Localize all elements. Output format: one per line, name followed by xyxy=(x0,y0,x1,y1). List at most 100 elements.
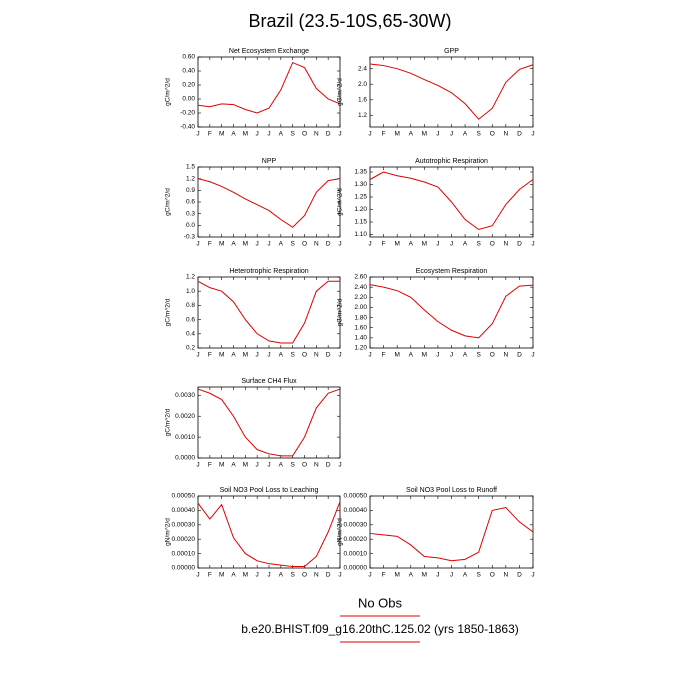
x-tick-label: D xyxy=(326,241,331,248)
x-tick-label: J xyxy=(450,572,453,579)
x-tick-label: J xyxy=(531,131,534,138)
y-tick-label: 1.2 xyxy=(358,112,367,119)
x-tick-label: D xyxy=(326,131,331,138)
x-tick-label: O xyxy=(302,352,307,359)
x-tick-label: M xyxy=(243,131,248,138)
x-tick-label: J xyxy=(368,572,371,579)
data-line xyxy=(369,171,534,231)
y-tick-label: 0.00000 xyxy=(344,565,368,572)
x-tick-label: A xyxy=(463,572,468,579)
x-tick-label: J xyxy=(256,572,259,579)
y-tick-label: 0.00030 xyxy=(344,522,368,529)
x-tick-label: J xyxy=(196,352,199,359)
y-tick-label: 0.0030 xyxy=(175,392,195,399)
y-tick-label: 0.6 xyxy=(186,316,195,323)
y-tick-label: 0.00020 xyxy=(172,536,196,543)
x-tick-label: O xyxy=(302,241,307,248)
x-tick-label: M xyxy=(219,462,224,469)
x-tick-label: D xyxy=(517,352,522,359)
x-tick-label: M xyxy=(422,241,427,248)
x-tick-label: J xyxy=(267,131,270,138)
data-line xyxy=(197,280,340,344)
y-tick-label: 1.0 xyxy=(186,288,195,295)
y-tick-label: 2.20 xyxy=(354,294,367,301)
y-tick-label: 1.30 xyxy=(354,181,367,188)
x-tick-label: M xyxy=(243,241,248,248)
x-tick-label: S xyxy=(290,462,295,469)
x-tick-label: F xyxy=(382,131,386,138)
x-tick-label: M xyxy=(219,352,224,359)
x-tick-label: J xyxy=(531,352,534,359)
y-axis-label: gC/m^2/d xyxy=(337,188,344,216)
y-tick-label: 1.5 xyxy=(186,164,195,171)
x-tick-label: D xyxy=(326,462,331,469)
x-tick-label: A xyxy=(409,352,414,359)
x-tick-label: O xyxy=(490,131,495,138)
x-tick-label: A xyxy=(279,131,284,138)
x-tick-label: A xyxy=(409,572,414,579)
y-tick-label: 0.20 xyxy=(182,82,195,89)
y-axis-label: gN/m^2/d xyxy=(337,518,344,546)
x-tick-label: J xyxy=(256,241,259,248)
x-tick-label: J xyxy=(338,131,341,138)
panel-title: NPP xyxy=(262,158,277,165)
panel-title: Net Ecosystem Exchange xyxy=(229,48,309,55)
y-tick-label: 0.00050 xyxy=(344,493,368,500)
x-tick-label: J xyxy=(256,462,259,469)
x-tick-label: J xyxy=(531,241,534,248)
x-tick-label: N xyxy=(503,131,508,138)
y-tick-label: 1.2 xyxy=(186,175,195,182)
x-tick-label: J xyxy=(450,241,453,248)
y-tick-label: 0.2 xyxy=(186,345,195,352)
x-tick-label: A xyxy=(409,241,414,248)
panel-title: Autotrophic Respiration xyxy=(415,158,488,165)
y-tick-label: -0.20 xyxy=(180,110,195,117)
y-axis-label: gC/m^2/d xyxy=(337,78,344,106)
x-tick-label: O xyxy=(302,572,307,579)
y-axis-label: gC/m^2/d xyxy=(165,298,172,326)
x-tick-label: J xyxy=(338,572,341,579)
x-tick-label: S xyxy=(290,131,295,138)
x-tick-label: J xyxy=(450,131,453,138)
x-tick-label: M xyxy=(394,241,399,248)
y-tick-label: 0.40 xyxy=(182,68,195,75)
x-tick-label: F xyxy=(208,131,212,138)
x-tick-label: J xyxy=(196,131,199,138)
y-tick-label: 2.4 xyxy=(358,65,367,72)
x-tick-label: J xyxy=(338,241,341,248)
x-tick-label: J xyxy=(267,241,270,248)
x-tick-label: J xyxy=(531,572,534,579)
x-tick-label: J xyxy=(338,352,341,359)
x-tick-label: A xyxy=(279,241,284,248)
x-tick-label: J xyxy=(267,572,270,579)
panel-title: Soil NO3 Pool Loss to Runoff xyxy=(406,487,497,494)
page-title: Brazil (23.5-10S,65-30W) xyxy=(248,11,451,31)
panel-title: GPP xyxy=(444,48,459,55)
x-tick-label: M xyxy=(394,572,399,579)
y-tick-label: 1.40 xyxy=(354,335,367,342)
x-tick-label: O xyxy=(490,352,495,359)
y-tick-label: 0.00040 xyxy=(172,507,196,514)
y-tick-label: 1.2 xyxy=(186,274,195,281)
y-axis-label: gC/m^2/d xyxy=(165,408,172,436)
y-axis-label: gN/m^2/d xyxy=(165,518,172,546)
x-tick-label: O xyxy=(490,241,495,248)
x-tick-label: S xyxy=(476,241,481,248)
x-tick-label: N xyxy=(503,241,508,248)
x-tick-label: M xyxy=(219,131,224,138)
y-tick-label: 0.00000 xyxy=(172,565,196,572)
x-tick-label: M xyxy=(422,352,427,359)
x-tick-label: J xyxy=(196,462,199,469)
x-tick-label: J xyxy=(436,572,439,579)
x-tick-label: O xyxy=(302,131,307,138)
x-tick-label: A xyxy=(279,462,284,469)
x-tick-label: A xyxy=(231,462,236,469)
x-tick-label: F xyxy=(382,241,386,248)
y-tick-label: 0.3 xyxy=(186,210,195,217)
x-tick-label: J xyxy=(256,352,259,359)
x-tick-label: N xyxy=(314,572,319,579)
y-tick-label: 0.00010 xyxy=(344,550,368,557)
y-tick-label: 1.15 xyxy=(354,219,367,226)
y-tick-label: 2.40 xyxy=(354,284,367,291)
y-tick-label: 1.25 xyxy=(354,194,367,201)
